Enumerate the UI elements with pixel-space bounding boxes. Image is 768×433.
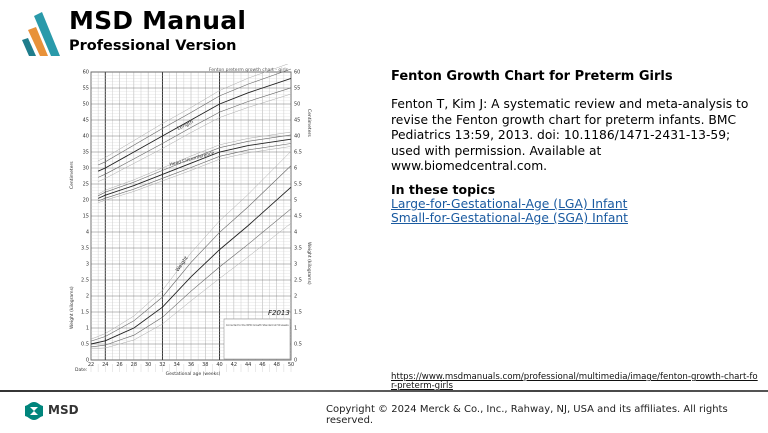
right-tick-label: 2	[294, 294, 297, 300]
legend-box	[223, 318, 291, 360]
figure-citation: Fenton T, Kim J: A systematic review and…	[391, 97, 749, 173]
right-tick-label: 0.5	[294, 342, 302, 348]
right-tick-label: 6.5	[294, 150, 302, 156]
right-tick-label: 2.5	[294, 278, 302, 284]
right-tick-label: 3.5	[294, 246, 302, 252]
percentile-curve	[90, 223, 292, 350]
x-tick-label: 44	[245, 362, 251, 368]
source-url-link[interactable]: https://www.msdmanuals.com/professional/…	[391, 372, 758, 391]
percentile-curve	[90, 151, 292, 340]
left-tick-label: 35	[83, 150, 89, 156]
percentile-curve	[97, 77, 292, 172]
x-tick-label: 24	[102, 362, 108, 368]
topics-heading: In these topics	[391, 182, 496, 197]
percentile-curve	[97, 138, 292, 199]
left-axis-label-top: Centimeters	[69, 161, 75, 189]
left-tick-label: 4	[86, 230, 89, 236]
left-axis-label-bottom: Weight (kilograms)	[69, 286, 75, 329]
right-tick-label: 5.5	[294, 182, 302, 188]
left-tick-label: 40	[83, 134, 89, 140]
left-tick-label: 3.5	[81, 246, 89, 252]
right-tick-label: 0	[294, 358, 297, 364]
left-tick-label: 2.5	[81, 278, 89, 284]
right-tick-label: 60	[294, 70, 300, 76]
left-tick-label: 45	[83, 118, 89, 124]
chart-title: Fenton preterm growth chart - girls	[209, 67, 289, 73]
percentile-curve	[97, 131, 292, 195]
x-tick-label: 26	[116, 362, 122, 368]
right-tick-label: 1	[294, 326, 297, 332]
right-axis-label-top: Centimeters	[306, 109, 312, 137]
percentile-curve	[97, 134, 292, 197]
x-tick-label: 28	[131, 362, 137, 368]
right-axis-label-bottom: Weight (kilograms)	[306, 242, 312, 285]
x-tick-label: 42	[231, 362, 237, 368]
legend-note: Corrected to the WHO Growth Standard at …	[226, 324, 289, 327]
left-tick-label: 1	[86, 326, 89, 332]
left-tick-label: 2	[86, 294, 89, 300]
date-label: Date:	[75, 367, 87, 373]
right-tick-label: 45	[294, 118, 300, 124]
right-tick-label: 55	[294, 86, 300, 92]
percentile-curve	[97, 64, 289, 162]
left-tick-label: 30	[83, 166, 89, 172]
right-tick-label: 4	[294, 230, 297, 236]
x-tick-label: 36	[188, 362, 194, 368]
right-tick-label: 4.5	[294, 214, 302, 220]
x-tick-label: 50	[288, 362, 294, 368]
percentile-curve	[90, 186, 292, 345]
fenton-growth-chart-image: Fenton preterm growth chart - girls Leng…	[69, 64, 312, 377]
msd-manual-logo	[22, 12, 60, 56]
percentile-curve	[90, 165, 292, 342]
x-tick-label: 38	[202, 362, 208, 368]
left-tick-label: 60	[83, 70, 89, 76]
left-tick-label: 15	[83, 214, 89, 220]
left-tick-label: 50	[83, 102, 89, 108]
copyright-text: Copyright © 2024 Merck & Co., Inc., Rahw…	[326, 404, 728, 426]
percentile-curve	[90, 208, 292, 348]
topic-link-sga[interactable]: Small-for-Gestational-Age (SGA) Infant	[391, 211, 628, 225]
left-tick-label: 0.5	[81, 342, 89, 348]
footer-brand: MSD	[48, 403, 79, 417]
msd-logo-icon	[25, 402, 43, 420]
left-tick-label: 3	[86, 262, 89, 268]
left-tick-label: 20	[83, 198, 89, 204]
right-tick-label: 40	[294, 134, 300, 140]
x-tick-label: 34	[174, 362, 180, 368]
left-tick-label: 1.5	[81, 310, 89, 316]
x-tick-label: 30	[145, 362, 151, 368]
percentile-curve	[98, 146, 292, 203]
left-tick-label: 0	[86, 358, 89, 364]
percentile-curve	[97, 87, 292, 178]
brand-title: MSD Manual	[69, 6, 247, 35]
left-tick-label: 25	[83, 182, 89, 188]
percentile-curve	[97, 93, 292, 182]
percentile-curve	[97, 143, 292, 202]
footer-divider	[0, 390, 768, 392]
x-tick-label: 22	[88, 362, 94, 368]
legend-mark: F2013	[268, 309, 290, 317]
topic-link-lga[interactable]: Large-for-Gestational-Age (LGA) Infant	[391, 197, 628, 211]
brand-subtitle: Professional Version	[69, 38, 237, 54]
right-tick-label: 5	[294, 198, 297, 204]
x-tick-label: 48	[274, 362, 280, 368]
right-tick-label: 1.5	[294, 310, 302, 316]
left-tick-label: 55	[83, 86, 89, 92]
percentile-curve	[97, 68, 292, 166]
x-tick-label: 32	[159, 362, 165, 368]
x-axis-label: Gestational age (weeks)	[166, 371, 221, 377]
figure-title: Fenton Growth Chart for Preterm Girls	[391, 69, 673, 84]
right-tick-label: 3	[294, 262, 297, 268]
x-tick-label: 40	[216, 362, 222, 368]
x-tick-label: 46	[259, 362, 265, 368]
right-tick-label: 6	[294, 166, 297, 172]
right-tick-label: 50	[294, 102, 300, 108]
